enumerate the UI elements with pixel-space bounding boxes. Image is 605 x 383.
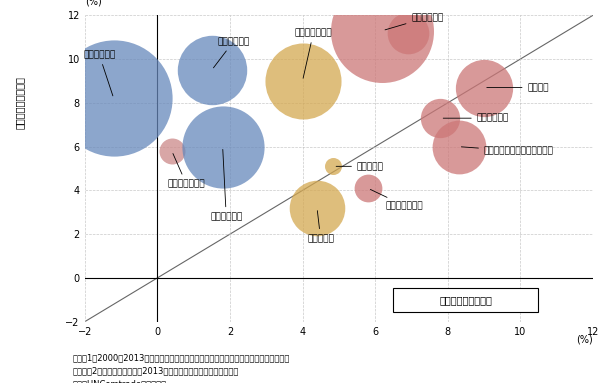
Text: 世界輸出額の伸び率: 世界輸出額の伸び率 [15, 77, 24, 129]
Point [207, 67, 217, 73]
Text: 【自動車】: 【自動車】 [307, 211, 334, 243]
Text: (%): (%) [576, 335, 593, 345]
Text: (%): (%) [85, 0, 102, 7]
Text: 資料：UNComtradeから作成。: 資料：UNComtradeから作成。 [73, 380, 167, 383]
FancyBboxPatch shape [393, 288, 538, 312]
Text: 【電気機器】: 【電気機器】 [83, 50, 116, 96]
Point [403, 30, 413, 36]
Point [312, 205, 322, 211]
Point [378, 28, 387, 34]
Point [363, 185, 373, 191]
Text: 【鉄飼製品】: 【鉄飼製品】 [385, 13, 443, 30]
Point [109, 95, 119, 101]
Text: 日本輸出額の伸び率: 日本輸出額の伸び率 [439, 295, 492, 305]
Text: 【繊維・衣料】: 【繊維・衣料】 [168, 154, 205, 188]
Text: 備考：1．2000～2013年の世界の輸出額と日本の輸出額の前年比を幾何平均したもの。: 備考：1．2000～2013年の世界の輸出額と日本の輸出額の前年比を幾何平均した… [73, 353, 290, 362]
Point [329, 163, 338, 169]
Text: 【非鉄金属】: 【非鉄金属】 [443, 114, 509, 123]
Point [479, 85, 489, 91]
Point [298, 78, 307, 84]
Text: 【一般機械】: 【一般機械】 [210, 149, 243, 221]
Point [454, 144, 463, 150]
Point [167, 148, 177, 154]
Text: 【精密機械】: 【精密機械】 [214, 37, 250, 68]
Point [218, 144, 227, 150]
Text: 【ガラス】: 【ガラス】 [336, 162, 384, 171]
Text: 【輸送用機械】: 【輸送用機械】 [295, 28, 332, 78]
Text: 2．バブルの大きさは2013年時点の日本の輸出額の大きさ。: 2．バブルの大きさは2013年時点の日本の輸出額の大きさ。 [73, 367, 239, 375]
Text: 【鉄銅】: 【鉄銅】 [487, 83, 549, 92]
Text: 【化学・プラスチック製品】: 【化学・プラスチック製品】 [462, 147, 554, 155]
Text: 【非金属製品】: 【非金属製品】 [370, 190, 424, 210]
Point [436, 115, 445, 121]
